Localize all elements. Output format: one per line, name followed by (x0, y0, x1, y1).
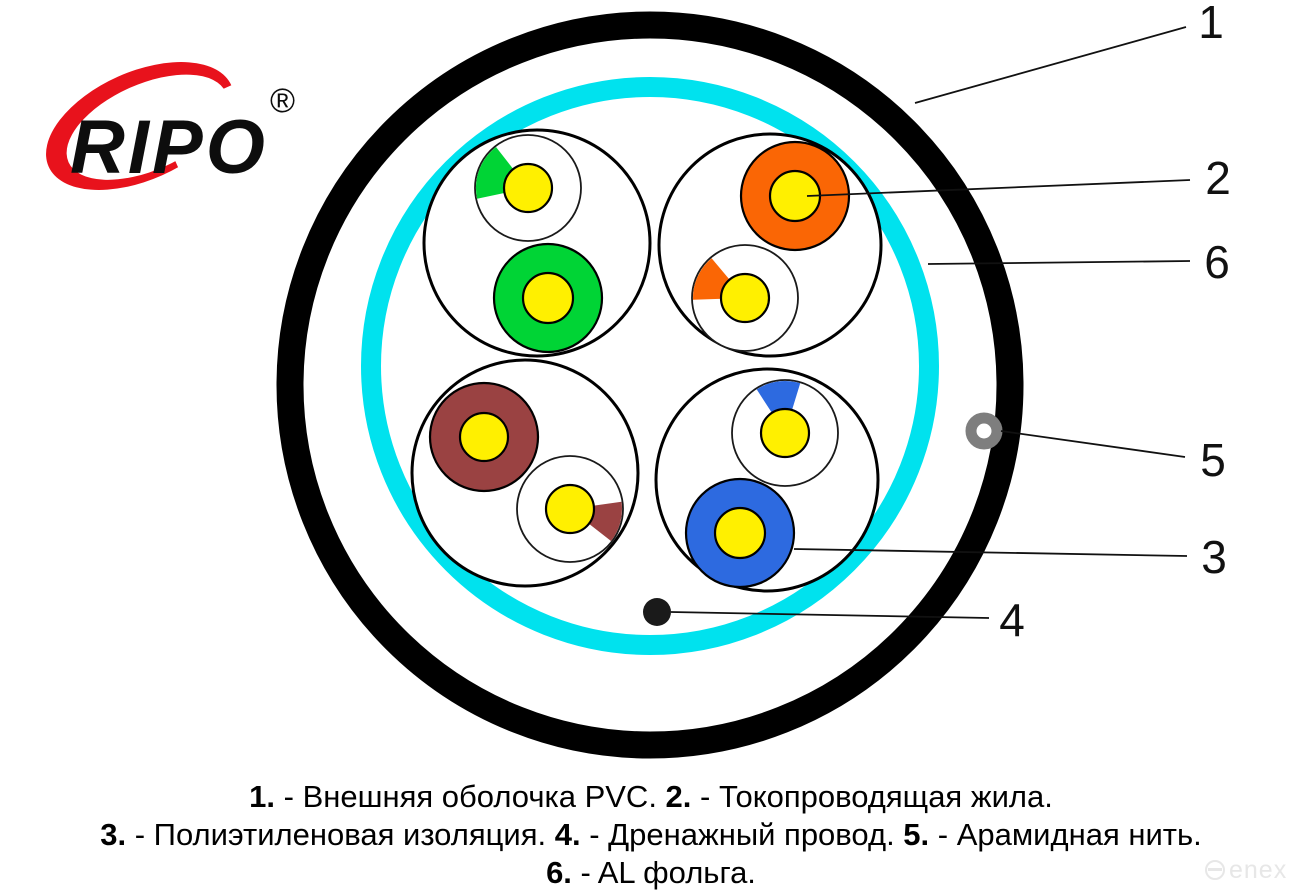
legend-line-2: 3. - Полиэтиленовая изоляция. 4. - Дрена… (0, 816, 1302, 854)
leader-line-5 (1000, 430, 1186, 458)
legend-captions: 1. - Внешняя оболочка PVC. 2. - Токопров… (0, 778, 1302, 892)
callout-label-5: 5 (1200, 434, 1226, 486)
wire-green-conductor (521, 271, 575, 325)
callout-label-4: 4 (999, 594, 1025, 646)
pair-green (422, 128, 652, 358)
legend-num: 3. (100, 817, 127, 852)
callout-label-3: 3 (1201, 531, 1227, 583)
legend-num: 1. (249, 779, 276, 814)
leader-line-6 (927, 260, 1191, 265)
legend-line-3: 6. - AL фольга. (0, 854, 1302, 892)
leader-line-2 (806, 179, 1191, 197)
callout-label-6: 6 (1204, 236, 1230, 288)
drain-wire-dot (643, 598, 671, 626)
ripo-logo: RIPO ® (46, 62, 295, 192)
legend-text: - Токопроводящая жила. (691, 779, 1053, 814)
aramid-thread-ring (965, 412, 1003, 450)
legend-num: 5. (903, 817, 930, 852)
legend-text: - Внешняя оболочка PVC. (275, 779, 666, 814)
legend-text: - Дренажный провод. (580, 817, 904, 852)
legend-text: - Полиэтиленовая изоляция. (126, 817, 555, 852)
legend-text: - AL фольга. (571, 855, 756, 890)
wire-blue-conductor (713, 506, 767, 560)
wire-white-green-conductor (502, 162, 554, 214)
legend-num: 2. (665, 779, 692, 814)
leader-line-1 (914, 26, 1187, 104)
wire-white-blue-conductor (759, 407, 811, 459)
callout-label-2: 2 (1205, 152, 1231, 204)
pair-blue (654, 367, 880, 593)
pair-orange (657, 132, 883, 358)
pair-brown (410, 358, 640, 588)
callout-lines (670, 26, 1191, 619)
wire-white-brown-conductor (544, 483, 596, 535)
leader-line-4 (670, 611, 990, 619)
legend-num: 6. (546, 855, 572, 890)
al-foil-ring (361, 77, 939, 655)
logo-brand-text: RIPO (70, 105, 268, 190)
wire-white-orange-conductor (719, 272, 771, 324)
legend-num: 4. (554, 817, 581, 852)
legend-line-1: 1. - Внешняя оболочка PVC. 2. - Токопров… (0, 778, 1302, 816)
twisted-pairs (410, 128, 883, 593)
legend-text: - Арамидная нить. (929, 817, 1202, 852)
leader-line-3 (793, 548, 1188, 557)
wire-brown-conductor (458, 411, 510, 463)
logo-swoosh-icon (46, 62, 290, 192)
watermark: enex (1205, 854, 1302, 886)
callout-label-1: 1 (1198, 0, 1224, 48)
wire-white-blue-stripe (756, 381, 801, 433)
registered-trademark-icon: ® (270, 82, 295, 120)
watermark-logo-icon (1205, 860, 1225, 880)
watermark-text: enex (1229, 855, 1288, 884)
